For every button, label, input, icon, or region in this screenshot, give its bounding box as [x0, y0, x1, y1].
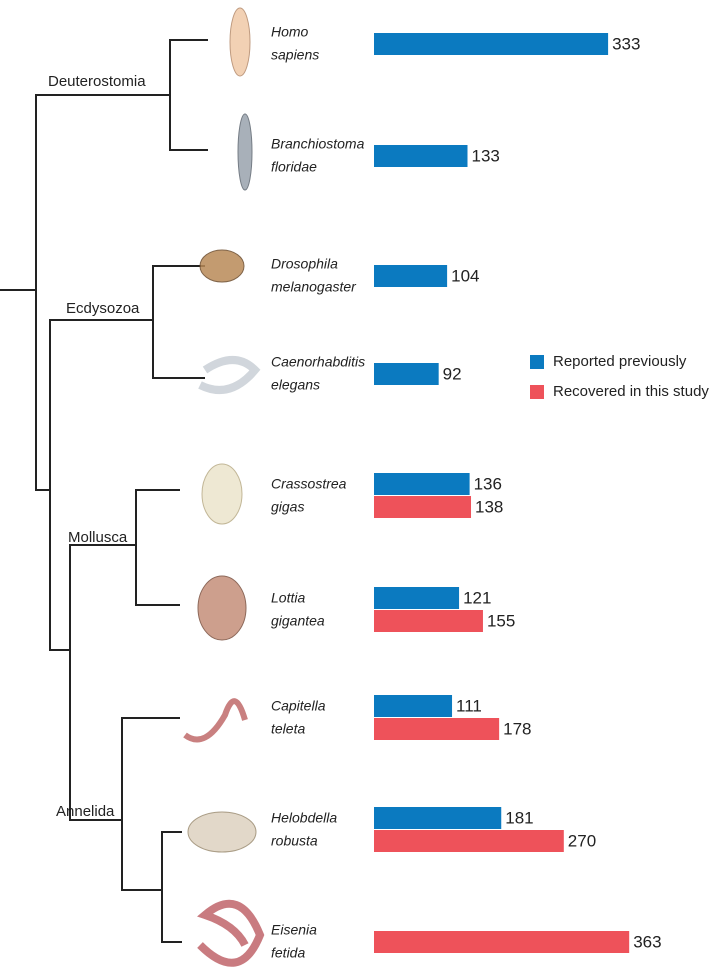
value-label: 138 — [475, 497, 503, 516]
value-label: 133 — [471, 146, 499, 165]
species-label: Eisenia fetida — [271, 921, 317, 960]
value-label: 111 — [456, 696, 482, 715]
bar — [374, 33, 609, 55]
organism-illustrations — [183, 7, 265, 967]
clade-label: Deuterostomia — [48, 73, 146, 90]
species-label: Homo sapiens — [271, 23, 319, 62]
bar — [374, 931, 630, 953]
clade-label: Ecdysozoa — [66, 300, 140, 317]
legend-swatch — [530, 355, 544, 369]
value-label: 270 — [568, 831, 596, 850]
species-label: Caenorhabditis elegans — [271, 353, 365, 392]
species-label: Crassostrea gigas — [271, 475, 347, 514]
species-label: Drosophila melanogaster — [271, 255, 357, 294]
bar — [374, 265, 448, 287]
bar — [374, 145, 468, 167]
value-label: 363 — [633, 932, 661, 951]
value-label: 181 — [505, 808, 533, 827]
value-label: 178 — [503, 719, 531, 738]
clade-label: Annelida — [56, 803, 115, 820]
clade-label: Mollusca — [68, 529, 128, 546]
value-label: 333 — [612, 34, 640, 53]
bar — [374, 807, 502, 829]
bar — [374, 610, 483, 632]
value-label: 92 — [443, 364, 462, 383]
species-label: Capitella teleta — [271, 697, 326, 736]
legend-swatch — [530, 385, 544, 399]
value-label: 155 — [487, 611, 515, 630]
phylogenetic-tree — [0, 39, 208, 943]
value-label: 136 — [474, 474, 502, 493]
bar — [374, 587, 460, 609]
bar — [374, 496, 472, 518]
species-label: Lottia gigantea — [271, 589, 325, 628]
bar — [374, 363, 439, 385]
species-label: Helobdella robusta — [271, 809, 337, 848]
bar — [374, 473, 470, 495]
value-label: 121 — [463, 588, 491, 607]
bar — [374, 695, 453, 717]
bar — [374, 830, 564, 852]
bar — [374, 718, 500, 740]
value-label: 104 — [451, 266, 479, 285]
legend-label: Recovered in this study — [553, 383, 709, 400]
species-label: Branchiostoma floridae — [271, 135, 365, 174]
legend-label: Reported previously — [553, 353, 687, 370]
